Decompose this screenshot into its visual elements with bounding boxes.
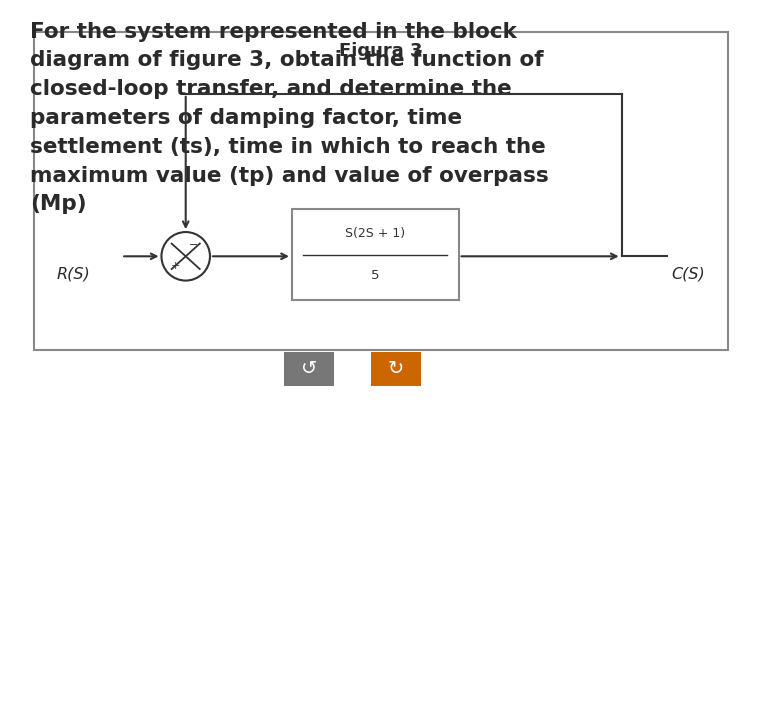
- Bar: [371, 352, 421, 386]
- Text: C(S): C(S): [671, 267, 705, 282]
- Text: For the system represented in the block
diagram of figure 3, obtain the function: For the system represented in the block …: [30, 22, 549, 214]
- Text: R(S): R(S): [57, 267, 91, 282]
- Bar: [34, 32, 728, 350]
- Text: ↻: ↻: [388, 360, 404, 378]
- Text: ↺: ↺: [301, 360, 317, 378]
- Ellipse shape: [161, 232, 210, 281]
- Bar: [284, 352, 334, 386]
- Text: −: −: [189, 240, 198, 251]
- Text: S(2S + 1): S(2S + 1): [345, 227, 406, 240]
- Text: 5: 5: [371, 269, 380, 282]
- Text: Figura 3: Figura 3: [339, 42, 423, 59]
- Bar: [292, 209, 459, 300]
- Text: +: +: [171, 261, 180, 271]
